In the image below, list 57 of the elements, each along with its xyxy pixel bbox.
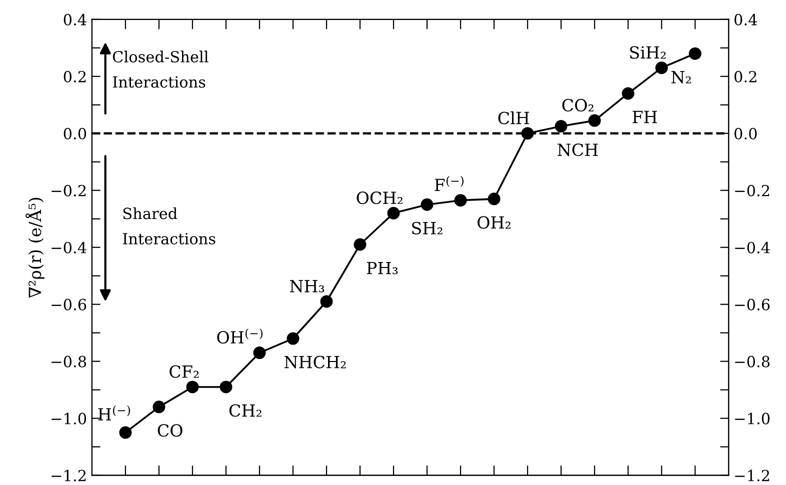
y2-tick-label: −0.2 — [735, 184, 770, 196]
annotation: PH₃ — [366, 262, 398, 274]
y-tick-label: −1.2 — [52, 470, 86, 482]
annotation: CF₂ — [170, 365, 199, 378]
annotation: SH₂ — [412, 222, 442, 234]
annotation: OH₂ — [478, 216, 510, 229]
annotation: N₂ — [671, 71, 691, 84]
point — [488, 192, 500, 206]
y-tick-label: −0.2 — [52, 184, 86, 196]
annotation: Closed-Shell Interactions — [112, 50, 208, 88]
y-tick-label: −0.8 — [52, 356, 86, 368]
point — [454, 194, 467, 207]
annotation: NCH — [558, 143, 598, 156]
y2-tick-label: −1.2 — [735, 470, 770, 482]
point — [220, 380, 232, 394]
point — [588, 114, 601, 127]
y2-tick-label: 0.0 — [734, 128, 757, 140]
point — [320, 295, 333, 308]
y-tick-label: 0.4 — [64, 14, 86, 26]
point — [354, 238, 366, 251]
annotation: ClH — [498, 111, 530, 124]
annotation: OCH₂ — [356, 192, 402, 204]
annotation: SiH₂ — [630, 46, 666, 59]
annotation: H$^{(−)}$ — [98, 405, 130, 420]
y-tick-label: 0.0 — [64, 128, 86, 140]
point — [554, 120, 568, 132]
y-axis-title: ∇²ρ(r) (e/Å⁵) — [26, 198, 44, 298]
point — [655, 62, 668, 74]
annotation: CH₂ — [229, 404, 262, 417]
point — [253, 346, 266, 360]
y-tick-label: −1.0 — [52, 412, 86, 424]
point — [152, 400, 166, 414]
point — [420, 198, 434, 211]
y-tick-label: 0.2 — [64, 70, 86, 82]
annotation: CO — [158, 424, 182, 437]
annotation: NH₃ — [290, 280, 324, 292]
annotation: NHCH₂ — [284, 356, 346, 368]
point — [286, 332, 300, 345]
y-tick-label: −0.6 — [52, 298, 86, 310]
y2-tick-label: 0.2 — [734, 70, 756, 82]
annotation: F$^{(−)}$ — [434, 176, 464, 191]
annotation: Shared Interactions — [122, 207, 216, 244]
point — [119, 426, 132, 439]
y2-tick-label: −0.6 — [735, 298, 770, 310]
point — [688, 47, 702, 60]
y2-tick-label: −0.4 — [735, 242, 770, 254]
annotation: FH — [632, 110, 657, 124]
y2-tick-label: −0.8 — [735, 356, 770, 368]
point — [521, 127, 534, 140]
annotation: OH$^{(−)}$ — [217, 328, 263, 344]
annotation: CO₂ — [562, 98, 594, 112]
point — [387, 206, 400, 220]
y2-tick-label: −1.0 — [735, 412, 770, 424]
point — [186, 380, 199, 394]
y-tick-label: −0.4 — [52, 242, 86, 254]
y2-tick-label: 0.4 — [734, 14, 758, 26]
point — [622, 87, 634, 100]
